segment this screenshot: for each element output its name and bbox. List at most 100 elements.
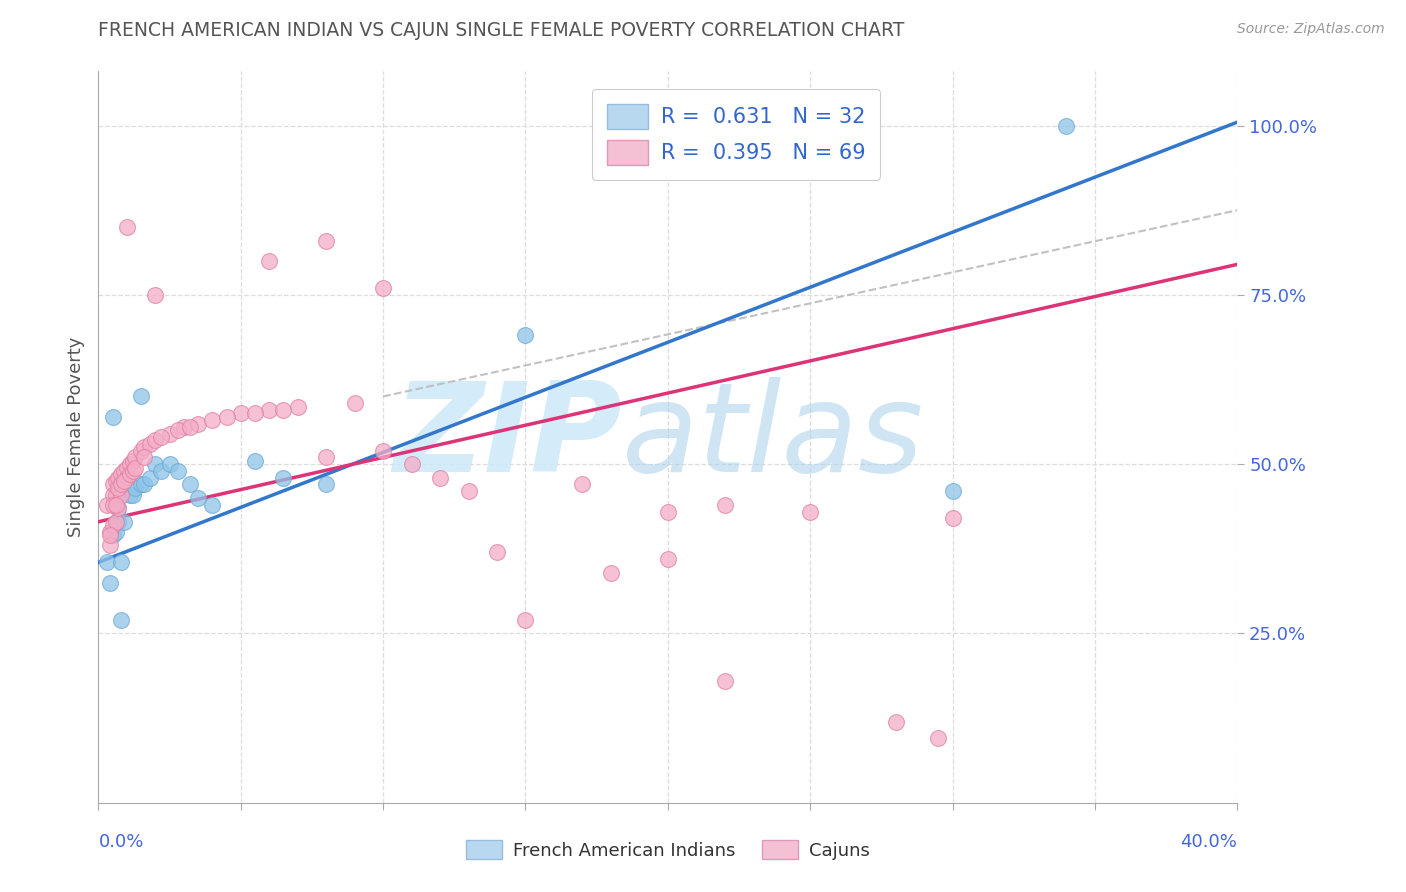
Text: atlas: atlas bbox=[623, 376, 924, 498]
Text: 40.0%: 40.0% bbox=[1181, 833, 1237, 851]
Point bbox=[107, 501, 129, 516]
Point bbox=[167, 464, 190, 478]
Point bbox=[98, 528, 121, 542]
Point bbox=[515, 328, 537, 343]
Text: Source: ZipAtlas.com: Source: ZipAtlas.com bbox=[1237, 22, 1385, 37]
Point bbox=[173, 420, 195, 434]
Point bbox=[571, 477, 593, 491]
Point bbox=[145, 457, 167, 471]
Point bbox=[118, 457, 141, 471]
Point bbox=[179, 420, 201, 434]
Point bbox=[121, 464, 143, 478]
Point bbox=[124, 460, 146, 475]
Point bbox=[315, 450, 337, 465]
Point bbox=[110, 555, 132, 569]
Point bbox=[112, 515, 135, 529]
Point bbox=[104, 474, 127, 488]
Y-axis label: Single Female Poverty: Single Female Poverty bbox=[66, 337, 84, 537]
Point bbox=[201, 498, 224, 512]
Point bbox=[1056, 119, 1078, 133]
Point bbox=[101, 477, 124, 491]
Point bbox=[884, 714, 907, 729]
Point bbox=[927, 731, 949, 746]
Point bbox=[187, 491, 209, 505]
Point bbox=[129, 443, 152, 458]
Point bbox=[101, 528, 124, 542]
Point bbox=[145, 434, 167, 448]
Point bbox=[657, 505, 679, 519]
Point bbox=[110, 613, 132, 627]
Point bbox=[101, 488, 124, 502]
Point bbox=[124, 450, 146, 465]
Point bbox=[486, 545, 509, 559]
Point bbox=[101, 518, 124, 533]
Point bbox=[115, 471, 138, 485]
Point bbox=[101, 409, 124, 424]
Text: ZIP: ZIP bbox=[394, 376, 623, 498]
Point bbox=[96, 555, 118, 569]
Point bbox=[159, 426, 181, 441]
Point bbox=[942, 484, 965, 499]
Point bbox=[259, 403, 281, 417]
Point bbox=[98, 524, 121, 539]
Point bbox=[373, 443, 395, 458]
Point bbox=[215, 409, 238, 424]
Point bbox=[138, 471, 160, 485]
Point bbox=[124, 481, 146, 495]
Point bbox=[104, 524, 127, 539]
Point bbox=[315, 234, 337, 248]
Point bbox=[401, 457, 423, 471]
Point bbox=[179, 477, 201, 491]
Point bbox=[187, 417, 209, 431]
Point bbox=[457, 484, 479, 499]
Point bbox=[115, 471, 138, 485]
Point bbox=[110, 467, 132, 482]
Point bbox=[118, 488, 141, 502]
Text: FRENCH AMERICAN INDIAN VS CAJUN SINGLE FEMALE POVERTY CORRELATION CHART: FRENCH AMERICAN INDIAN VS CAJUN SINGLE F… bbox=[98, 21, 905, 40]
Point bbox=[107, 501, 129, 516]
Point bbox=[107, 481, 129, 495]
Point bbox=[104, 488, 127, 502]
Point bbox=[104, 498, 127, 512]
Point bbox=[107, 515, 129, 529]
Legend: French American Indians, Cajuns: French American Indians, Cajuns bbox=[458, 833, 877, 867]
Text: 0.0%: 0.0% bbox=[98, 833, 143, 851]
Point bbox=[104, 515, 127, 529]
Point bbox=[121, 488, 143, 502]
Point bbox=[132, 440, 155, 454]
Point bbox=[201, 413, 224, 427]
Point bbox=[429, 471, 451, 485]
Point bbox=[132, 450, 155, 465]
Point bbox=[115, 460, 138, 475]
Point bbox=[138, 437, 160, 451]
Point bbox=[98, 538, 121, 552]
Point bbox=[273, 471, 295, 485]
Point bbox=[159, 457, 181, 471]
Point bbox=[273, 403, 295, 417]
Point bbox=[107, 471, 129, 485]
Point bbox=[799, 505, 821, 519]
Point bbox=[343, 396, 366, 410]
Point bbox=[600, 566, 623, 580]
Point bbox=[132, 477, 155, 491]
Point bbox=[714, 498, 737, 512]
Point bbox=[115, 220, 138, 235]
Point bbox=[714, 673, 737, 688]
Point bbox=[167, 423, 190, 437]
Point bbox=[121, 454, 143, 468]
Point bbox=[118, 467, 141, 482]
Point bbox=[145, 288, 167, 302]
Point bbox=[104, 515, 127, 529]
Point bbox=[96, 498, 118, 512]
Point bbox=[515, 613, 537, 627]
Point bbox=[243, 406, 266, 420]
Point bbox=[373, 281, 395, 295]
Point bbox=[150, 430, 173, 444]
Point bbox=[101, 498, 124, 512]
Point bbox=[942, 511, 965, 525]
Point bbox=[150, 464, 173, 478]
Point bbox=[112, 464, 135, 478]
Point bbox=[287, 400, 309, 414]
Point bbox=[315, 477, 337, 491]
Point bbox=[229, 406, 252, 420]
